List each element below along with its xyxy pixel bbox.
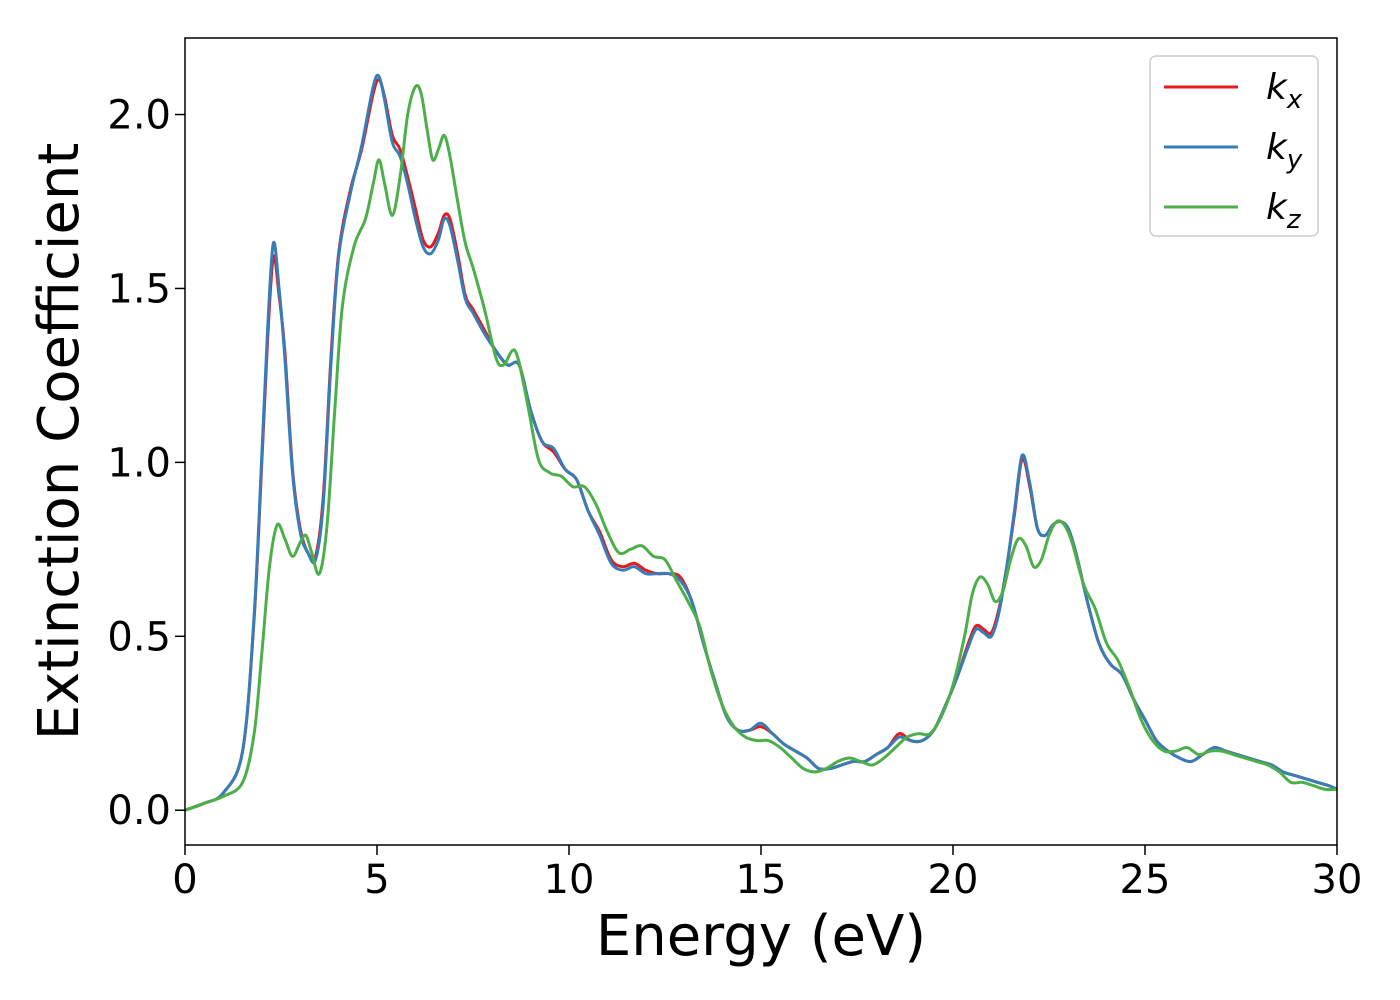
series-layer [185, 73, 1337, 812]
x-axis-ticks: 0 5 10 15 20 25 30 [172, 845, 1362, 903]
y-axis-label: Extinction Coefficient [27, 143, 92, 741]
legend-entry-label: kx [1266, 67, 1303, 115]
series-line-kz [185, 83, 1337, 812]
x-tick-label: 25 [1120, 857, 1171, 903]
y-tick-label: 0.0 [107, 788, 171, 834]
x-tick-label: 0 [172, 857, 197, 903]
y-tick-label: 1.0 [107, 440, 171, 486]
x-tick-label: 20 [928, 857, 979, 903]
y-tick-label: 1.5 [107, 266, 171, 312]
x-tick-label: 15 [736, 857, 787, 903]
x-tick-label: 10 [544, 857, 595, 903]
legend-entry-label: kz [1266, 187, 1302, 235]
legend: kx ky kz [1149, 55, 1319, 237]
x-axis-label: Energy (eV) [596, 904, 926, 969]
x-tick-label: 5 [364, 857, 389, 903]
y-axis-ticks: 0.0 0.5 1.0 1.5 2.0 [107, 93, 185, 834]
y-tick-label: 2.0 [107, 93, 171, 139]
y-tick-label: 0.5 [107, 614, 171, 660]
x-tick-label: 30 [1312, 857, 1363, 903]
legend-entry-label: ky [1266, 127, 1303, 175]
